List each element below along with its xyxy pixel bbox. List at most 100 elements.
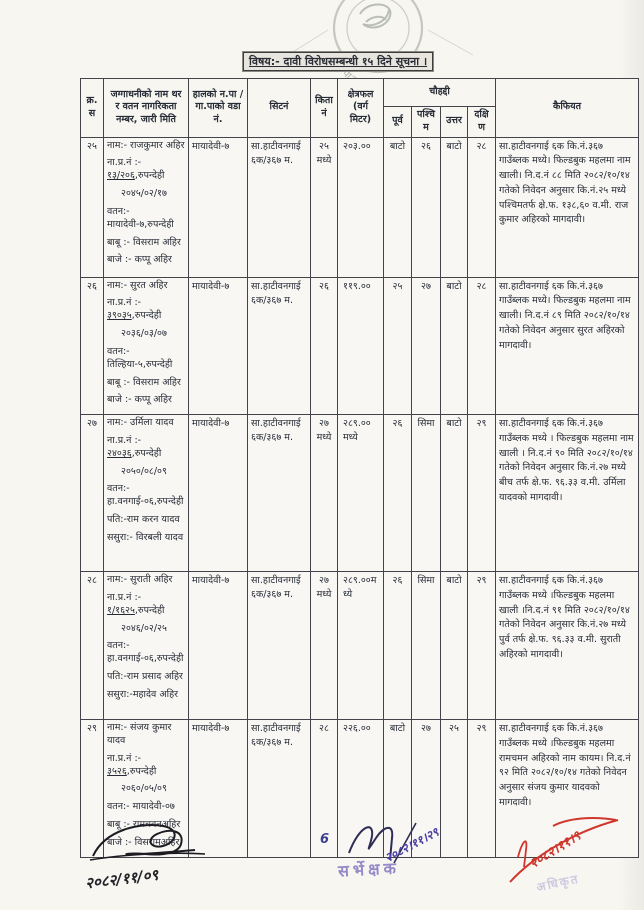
header-boundary: चौहद्दी <box>382 78 497 107</box>
subject-line: विषय:- दावी विरोधसम्बन्धी १५ दिने सूचना … <box>243 52 434 71</box>
owner-address: वतन:- मायादेवी-०७ <box>107 801 175 813</box>
owner-citizenship: ना.प्र.नं :- २४०३६,रुपन्देही <box>107 435 185 461</box>
owner-citizenship: ना.प्र.नं :- १३/२०६,रुपन्देही <box>107 157 185 183</box>
signature-middle-number: 6 <box>320 832 330 847</box>
serial-number: २९ <box>80 719 104 858</box>
header-north: उत्तर <box>440 106 468 138</box>
owner-relative-2: ससुरा:- विरबली यादव <box>107 531 184 543</box>
current-ward: मायादेवी-७ <box>188 414 248 573</box>
table-row: २७ नाम:- उर्मिला यादव ना.प्र.नं :- २४०३६… <box>80 414 640 573</box>
current-ward: मायादेवी-७ <box>188 719 248 858</box>
owner-citizenship: ना.प्र.नं :- १/१६२५,रुपन्देही <box>107 592 185 618</box>
owner-name: नाम:- संजय कुमार यादव <box>107 722 172 746</box>
serial-number: २८ <box>80 571 104 721</box>
signature-left-date: २०८२/११/०९ <box>84 865 160 893</box>
boundary-north: बाटो <box>440 136 468 278</box>
area-value: २०३.०० <box>337 136 384 278</box>
boundary-north: बाटो <box>440 276 468 416</box>
remarks: सा.हाटीवनगाई ६क कि.नं.३६७ गाउँब्लक मध्ये… <box>495 414 640 573</box>
citizenship-issue-date: २०४६/०२/२५ <box>121 622 167 634</box>
owner-relative-2: ससुरा:-महादेव अहिर <box>107 688 178 700</box>
sheet-number: सा.हाटीवनगाई ६क/३६७ म. <box>247 136 311 278</box>
citizenship-label: ना.प्र.नं :- <box>107 434 142 446</box>
citizenship-issue-date: २०४५/०२/१७ <box>121 188 167 200</box>
header-south: दक्षिण <box>466 106 497 138</box>
citizenship-label: ना.प्र.नं :- <box>107 591 142 603</box>
boundary-west: २६ <box>411 136 441 278</box>
owner-address: वतन:-हा.वनगाई-०६,रुपन्देही <box>107 483 184 508</box>
owner-relative-1: पति:-राम प्रसाद अहिर <box>107 671 183 682</box>
owner-details: नाम:- सुरत अहिर ना.प्र.नं :- ३९०३५,रुपन्… <box>103 276 189 416</box>
owner-relative-1: पति:-राम करन यादव <box>107 514 180 525</box>
owner-details: नाम:- उर्मिला यादव ना.प्र.नं :- २४०३६,रु… <box>103 414 189 573</box>
owner-relative-2: बाजे :- कप्पू अहिर <box>107 394 172 406</box>
boundary-south: २९ <box>466 414 497 573</box>
table-header: क्र. स जग्गाधनीको नाम थर र वतन नागरिकता … <box>80 78 640 138</box>
owner-name: नाम:- सुराती अहिर <box>107 574 173 586</box>
sheet-number: सा.हाटीवनगाई ६क/३६७ म. <box>247 276 311 416</box>
citizenship-issue-date: २०६०/०५/०९ <box>121 783 167 795</box>
kitta-number: २५ मध्ये <box>310 136 338 278</box>
owner-details: नाम:- राजकुमार अहिर ना.प्र.नं :- १३/२०६,… <box>103 136 189 278</box>
boundary-south: २८ <box>466 136 497 278</box>
citizenship-issue-date: २०३६/०३/०७ <box>121 328 167 340</box>
table-row: २९ नाम:- संजय कुमार यादव ना.प्र.नं :- ३५… <box>80 719 640 858</box>
land-records-table: क्र. स जग्गाधनीको नाम थर र वतन नागरिकता … <box>80 78 640 858</box>
citizenship-district: ,रुपन्देही <box>134 604 165 616</box>
remarks: सा.हाटीवनगाई ६क कि.नं.३६७ गाउँब्लक मध्ये… <box>495 719 640 858</box>
boundary-north: बाटो <box>440 414 468 573</box>
kitta-number: २६ <box>310 276 338 416</box>
area-value: २२६.०० <box>337 719 384 858</box>
boundary-west: सिमा <box>411 571 441 721</box>
citizenship-label: ना.प्र.नं :- <box>107 157 142 169</box>
owner-relative-2: बाजे :- विसरामअहिर <box>107 836 180 848</box>
owner-address: वतन:- मायादेवी-७,रुपन्देही <box>107 205 174 230</box>
signature-left-ink <box>89 824 206 861</box>
serial-number: २६ <box>80 276 104 416</box>
surveyor-stamp: सर्भेक्षक <box>337 858 401 881</box>
boundary-west: २७ <box>411 719 441 858</box>
table-row: २५ नाम:- राजकुमार अहिर ना.प्र.नं :- १३/२… <box>80 136 640 278</box>
owner-relative-1: बाबू :- विसराम अहिर <box>107 376 181 388</box>
kitta-number: २८ <box>310 719 338 858</box>
area-value: २८९.०० मध्ये <box>337 414 384 573</box>
boundary-east: बाटो <box>383 136 412 278</box>
citizenship-number: ३५२६ <box>107 765 127 777</box>
header-kitta: किता नं <box>310 78 338 138</box>
records-table: क्र. स जग्गाधनीको नाम थर र वतन नागरिकता … <box>80 78 640 858</box>
citizenship-number: १३/२०६ <box>107 170 135 182</box>
government-seal-graphic: नेपाल सरकार <box>287 0 474 93</box>
owner-name: नाम:- सुरत अहिर <box>107 279 168 291</box>
header-area: क्षेत्रफल (वर्ग मिटर) <box>337 78 384 138</box>
header-west: पश्चिम <box>411 106 441 138</box>
owner-relative-2: बाजे :- कप्पू अहिर <box>107 254 172 266</box>
sheet-number: सा.हाटीवनगाई ६क/३६७ म. <box>247 719 311 858</box>
header-east: पूर्व <box>383 106 412 138</box>
citizenship-issue-date: २०५०/०८/०९ <box>121 465 167 477</box>
area-value: ११९.०० <box>337 276 384 416</box>
owner-details: नाम:- सुराती अहिर ना.प्र.नं :- १/१६२५,रु… <box>103 571 189 721</box>
owner-relative-1: बाबू :- विसराम अहिर <box>107 236 181 248</box>
remarks: सा.हाटीवनगाई ६क कि.नं.३६७ गाउँब्लक मध्ये… <box>495 136 640 278</box>
citizenship-district: ,रुपन्देही <box>131 447 162 459</box>
citizenship-district: ,रुपन्देही <box>134 170 165 182</box>
sheet-number: सा.हाटीवनगाई ६क/३६७ म. <box>247 414 311 573</box>
header-owner: जग्गाधनीको नाम थर र वतन नागरिकता नम्बर, … <box>103 78 189 138</box>
current-ward: मायादेवी-७ <box>188 276 248 416</box>
citizenship-district: ,रुपन्देही <box>126 765 157 777</box>
boundary-north: २५ <box>440 719 468 858</box>
remarks: सा.हाटीवनगाई ६क कि.नं.३६७ गाउँब्लक मध्ये… <box>495 276 640 416</box>
citizenship-district: ,रुपन्देही <box>131 310 162 322</box>
government-seal: नेपाल सरकार <box>268 0 488 93</box>
citizenship-number: २४०३६ <box>107 447 132 459</box>
seal-emblem <box>359 3 392 29</box>
boundary-east: २५ <box>383 276 412 416</box>
boundary-west: सिमा <box>411 414 441 573</box>
boundary-south: २९ <box>466 719 497 858</box>
boundary-east: बाटो <box>383 719 412 858</box>
header-remarks: कैफियत <box>495 78 640 138</box>
owner-name: नाम:- उर्मिला यादव <box>107 417 174 429</box>
owner-citizenship: ना.प्र.नं :- ३९०३५,रुपन्देही <box>107 297 185 323</box>
header-ward: हालको न.पा /गा.पाको वडा नं. <box>188 78 248 138</box>
